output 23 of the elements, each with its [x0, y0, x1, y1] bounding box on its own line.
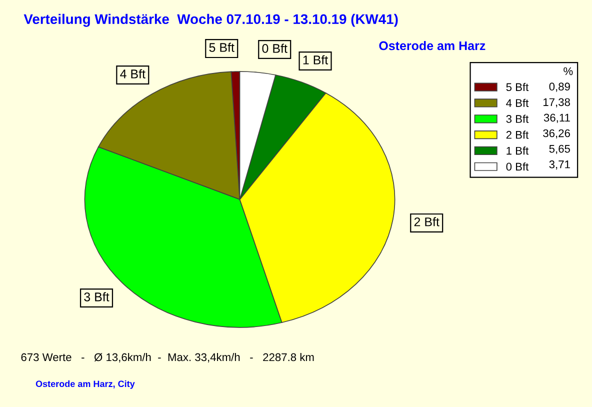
slice-label: 5 Bft [209, 42, 234, 52]
legend-label: 4 Bft [506, 98, 529, 107]
data-label: 0,89 [549, 82, 570, 92]
slice-label: 1 Bft [303, 55, 328, 64]
legend-label: 3 Bft [506, 114, 529, 123]
legend-label: 1 Bft [506, 146, 529, 155]
data-label: 36,11 [544, 114, 570, 123]
chart-subtitle: Osterode am Harz [379, 40, 486, 50]
slice-label: 4 Bft [120, 69, 146, 78]
legend-title: % [564, 67, 573, 76]
slice-label: 2 Bft [414, 217, 440, 226]
slice-label: 0 Bft [262, 44, 288, 53]
data-label: 3,71 [549, 160, 570, 170]
legend-label: 0 Bft [506, 162, 529, 171]
slice-label: 3 Bft [84, 292, 110, 302]
data-label: 5,65 [549, 144, 570, 154]
text: 673 Werte - Ø 13,6km/h - Max. 33,4km/h - 2287.8 km [21, 352, 314, 362]
legend-label: 2 Bft [506, 130, 529, 139]
chart-title: Verteilung Windstärke Woche 07.10.19 - 13.10.19 (KW41) [24, 14, 398, 27]
text: Osterode am Harz, City [36, 380, 135, 389]
legend-label: 5 Bft [506, 82, 529, 92]
data-label: 17,38 [544, 98, 570, 108]
data-label: 36,26 [543, 129, 570, 138]
